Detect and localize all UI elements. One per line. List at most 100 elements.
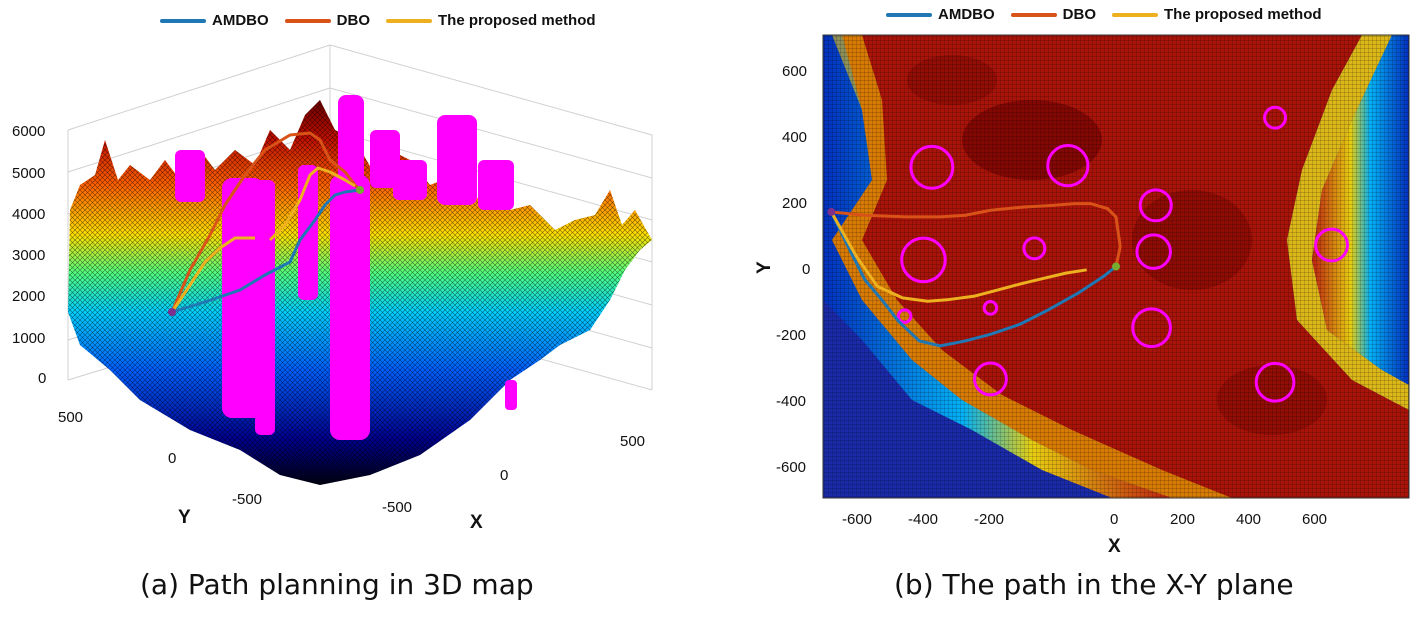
legend-item-proposed: The proposed method (1112, 6, 1322, 23)
legend-label-proposed: The proposed method (438, 12, 596, 29)
legend-swatch-amdbo (886, 12, 932, 17)
x-tick-label: 600 (1302, 511, 1327, 528)
panel-3d-map: AMDBO DBO The proposed method (0, 0, 712, 620)
obstacle-circle (1131, 307, 1172, 349)
obstacle-cylinder (478, 160, 514, 210)
x-tick-label: 0 (500, 467, 508, 484)
chart-xy-heatmap: 600 400 200 0 -200 -400 -600 -600 -400 -… (754, 34, 1410, 557)
z-tick-label: 6000 (12, 123, 45, 140)
legend-item-amdbo: AMDBO (886, 6, 995, 23)
start-marker-3d (168, 308, 176, 316)
y-axis-ticks-3d: 500 0 -500 (58, 409, 262, 508)
y-axis-label-xy: Y (754, 261, 775, 274)
y-tick-label: -200 (776, 327, 806, 344)
x-axis-label-xy: X (1108, 536, 1121, 557)
obstacle-circle (909, 144, 955, 190)
y-tick-label: 200 (782, 195, 807, 212)
path-3d-amdbo (171, 188, 361, 314)
obstacle-cylinder (393, 160, 427, 200)
legend-label-dbo: DBO (1062, 6, 1097, 23)
y-tick-label: -400 (776, 393, 806, 410)
path-3d-proposed-2 (268, 166, 356, 242)
legend-item-amdbo: AMDBO (160, 12, 269, 29)
legend-label-proposed: The proposed method (1164, 6, 1322, 23)
path-3d-dbo (170, 131, 362, 313)
obstacle-cylinder (298, 165, 318, 300)
x-tick-label: 500 (620, 433, 645, 450)
legend-swatch-dbo (284, 18, 331, 23)
z-tick-label: 4000 (12, 206, 45, 223)
legend-swatch-proposed (1112, 12, 1159, 17)
x-axis-ticks-3d: -500 0 500 (382, 433, 645, 516)
legend-3d: AMDBO DBO The proposed method (160, 12, 612, 29)
x-tick-label: -200 (974, 511, 1004, 528)
obstacle-cylinder (370, 130, 400, 188)
x-axis-ticks-xy: -600 -400 -200 0 200 400 600 (842, 511, 1327, 528)
path-xy-amdbo (830, 211, 1117, 348)
obstacle-circle (1135, 233, 1172, 270)
legend-swatch-amdbo (160, 18, 206, 23)
y-tick-label: 0 (802, 261, 810, 278)
caption-b: (b) The path in the X-Y plane (894, 568, 1294, 601)
legend-label-amdbo: AMDBO (938, 6, 995, 23)
legend-label-amdbo: AMDBO (212, 12, 269, 29)
x-tick-label: -600 (842, 511, 872, 528)
z-tick-label: 3000 (12, 247, 45, 264)
chart-3d-surface: 0 1000 2000 3000 4000 5000 6000 500 0 -5… (12, 44, 653, 533)
legend-item-dbo: DBO (1010, 6, 1097, 23)
y-tick-label: 600 (782, 63, 807, 80)
goal-marker-xy (1112, 262, 1120, 271)
obstacle-circle (973, 361, 1008, 397)
x-tick-label: 400 (1236, 511, 1261, 528)
legend-swatch-dbo (1010, 12, 1057, 17)
legend-item-proposed: The proposed method (386, 12, 596, 29)
y-axis-ticks-xy: 600 400 200 0 -200 -400 -600 (776, 63, 810, 476)
plot-frame (822, 34, 1410, 499)
x-tick-label: -400 (908, 511, 938, 528)
z-tick-label: 1000 (12, 330, 45, 347)
obstacle-cylinder (437, 115, 477, 205)
obstacle-circles (896, 105, 1349, 403)
obstacle-circle (1046, 144, 1090, 188)
start-marker-xy (827, 207, 836, 216)
markers-xy (827, 207, 1120, 271)
goal-marker-3d (356, 186, 364, 194)
y-axis-label-3d: Y (178, 507, 191, 528)
paths-xy (830, 202, 1122, 348)
obstacle-circle (896, 308, 913, 324)
obstacle-circle (1022, 236, 1047, 261)
obstacle-cylinder (330, 175, 370, 440)
x-tick-label: -500 (382, 499, 412, 516)
obstacle-circle (1314, 227, 1349, 263)
obstacle-circle (1254, 361, 1296, 403)
legend-item-dbo: DBO (284, 12, 371, 29)
legend-xy: AMDBO DBO The proposed method (886, 6, 1338, 23)
y-tick-label: 400 (782, 129, 807, 146)
path-xy-dbo (831, 202, 1122, 267)
y-tick-label: -600 (776, 459, 806, 476)
z-tick-label: 5000 (12, 165, 45, 182)
path-xy-the-proposed-method (830, 211, 1087, 303)
obstacle-cylinder (505, 380, 517, 410)
paths-3d (170, 131, 362, 314)
x-tick-label: 0 (1110, 511, 1118, 528)
z-tick-label: 0 (38, 370, 46, 387)
obstacle-cylinder (255, 180, 275, 435)
y-tick-label: -500 (232, 491, 262, 508)
z-axis-ticks: 0 1000 2000 3000 4000 5000 6000 (12, 123, 46, 387)
y-tick-label: 0 (168, 450, 176, 467)
obstacle-circle (1263, 105, 1288, 130)
panel-xy-plane: AMDBO DBO The proposed method (712, 0, 1425, 620)
z-tick-label: 2000 (12, 288, 45, 305)
obstacle-circle (982, 300, 999, 316)
path-3d-proposed (170, 236, 255, 313)
legend-label-dbo: DBO (336, 12, 371, 29)
x-axis-label-3d: X (470, 512, 483, 533)
obstacle-cylinder (338, 95, 364, 215)
x-tick-label: 200 (1170, 511, 1195, 528)
legend-swatch-proposed (386, 18, 433, 23)
caption-a: (a) Path planning in 3D map (140, 568, 534, 601)
y-tick-label: 500 (58, 409, 83, 426)
obstacle-circle (1138, 188, 1173, 223)
obstacle-circle (900, 236, 947, 284)
